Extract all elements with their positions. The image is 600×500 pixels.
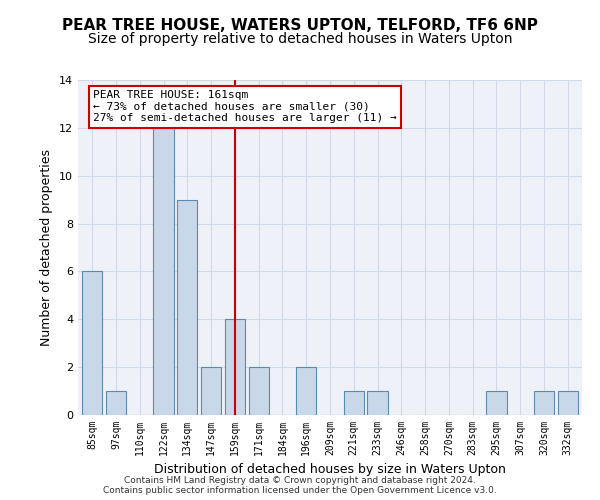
Bar <box>82 272 103 415</box>
X-axis label: Distribution of detached houses by size in Waters Upton: Distribution of detached houses by size … <box>154 464 506 476</box>
Bar <box>154 128 173 415</box>
Bar <box>106 391 126 415</box>
Text: PEAR TREE HOUSE: 161sqm
← 73% of detached houses are smaller (30)
27% of semi-de: PEAR TREE HOUSE: 161sqm ← 73% of detache… <box>93 90 397 123</box>
Text: Size of property relative to detached houses in Waters Upton: Size of property relative to detached ho… <box>88 32 512 46</box>
Text: Contains HM Land Registry data © Crown copyright and database right 2024.: Contains HM Land Registry data © Crown c… <box>124 476 476 485</box>
Bar <box>201 367 221 415</box>
Bar <box>296 367 316 415</box>
Bar <box>248 367 269 415</box>
Bar <box>225 320 245 415</box>
Text: PEAR TREE HOUSE, WATERS UPTON, TELFORD, TF6 6NP: PEAR TREE HOUSE, WATERS UPTON, TELFORD, … <box>62 18 538 32</box>
Bar <box>367 391 388 415</box>
Bar <box>557 391 578 415</box>
Bar <box>534 391 554 415</box>
Bar <box>487 391 506 415</box>
Bar <box>344 391 364 415</box>
Y-axis label: Number of detached properties: Number of detached properties <box>40 149 53 346</box>
Text: Contains public sector information licensed under the Open Government Licence v3: Contains public sector information licen… <box>103 486 497 495</box>
Bar <box>177 200 197 415</box>
